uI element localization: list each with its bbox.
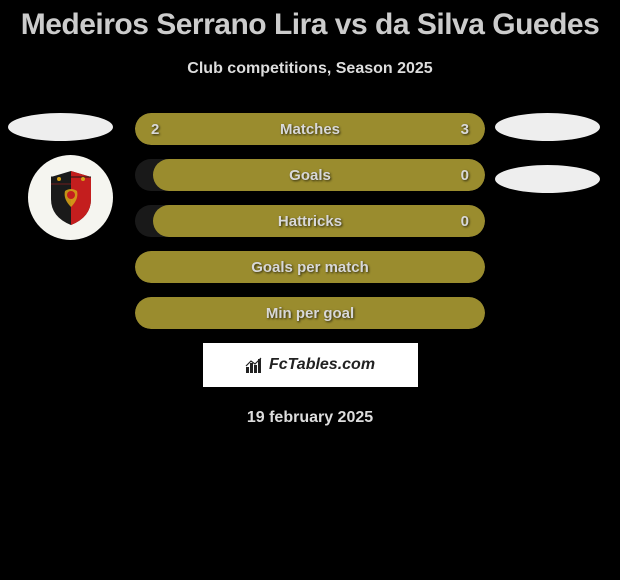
comparison-container: Medeiros Serrano Lira vs da Silva Guedes… <box>0 0 620 435</box>
stat-row-hattricks: Hattricks 0 <box>135 205 485 237</box>
stat-val-right: 3 <box>461 121 469 138</box>
stat-row-matches: 2 Matches 3 <box>135 113 485 145</box>
stat-label: Hattricks <box>135 213 485 230</box>
stats-area: 2 Matches 3 Goals 0 Hattricks 0 Goals pe… <box>0 113 620 329</box>
brand-text: FcTables.com <box>269 356 375 374</box>
stat-label: Matches <box>135 121 485 138</box>
stat-label: Goals per match <box>135 259 485 276</box>
player-slot-left <box>8 113 113 141</box>
stat-val-right: 0 <box>461 167 469 184</box>
player-slot-right-2 <box>495 165 600 193</box>
stat-label: Goals <box>135 167 485 184</box>
stat-row-goals-per-match: Goals per match <box>135 251 485 283</box>
brand-box[interactable]: FcTables.com <box>203 343 418 387</box>
chart-icon <box>245 356 263 374</box>
shield-icon <box>47 169 95 227</box>
stat-val-right: 0 <box>461 213 469 230</box>
stat-row-goals: Goals 0 <box>135 159 485 191</box>
club-badge <box>28 155 113 240</box>
date-text: 19 february 2025 <box>0 409 620 427</box>
stat-row-min-per-goal: Min per goal <box>135 297 485 329</box>
stat-rows: 2 Matches 3 Goals 0 Hattricks 0 Goals pe… <box>135 113 485 329</box>
player-slot-right-1 <box>495 113 600 141</box>
page-title: Medeiros Serrano Lira vs da Silva Guedes <box>0 8 620 42</box>
subtitle: Club competitions, Season 2025 <box>0 60 620 78</box>
stat-label: Min per goal <box>135 305 485 322</box>
